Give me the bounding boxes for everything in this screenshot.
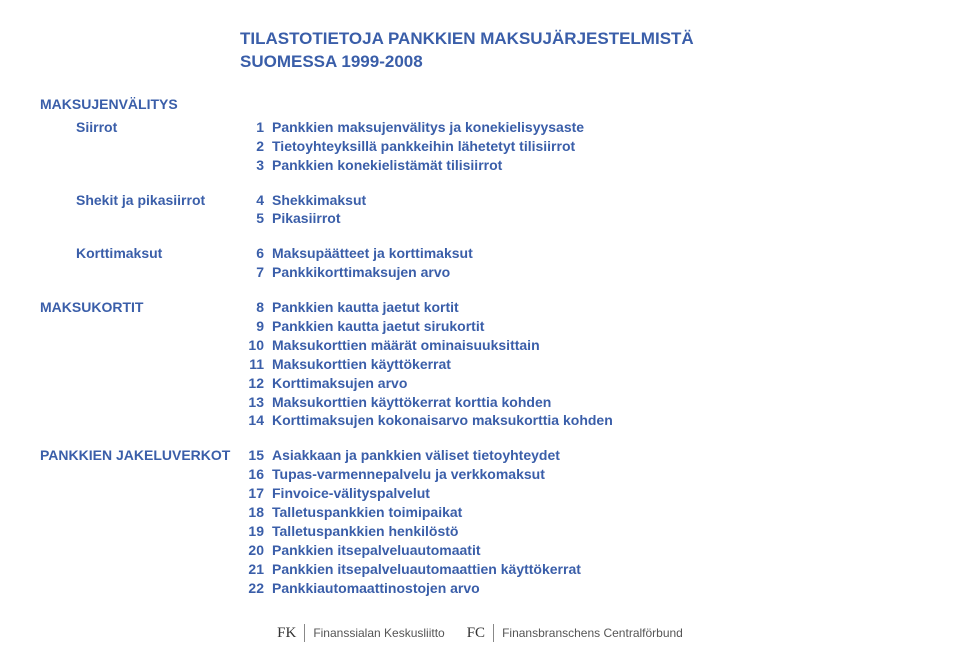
section-heading: MAKSUKORTIT xyxy=(40,298,240,317)
toc-row: 18Talletuspankkien toimipaikat xyxy=(40,503,920,522)
toc-row: Shekit ja pikasiirrot4Shekkimaksut xyxy=(40,191,920,210)
toc-description: Asiakkaan ja pankkien väliset tietoyhtey… xyxy=(272,446,560,465)
toc-group: MAKSUKORTIT8Pankkien kautta jaetut korti… xyxy=(40,298,920,430)
toc-row: 20Pankkien itsepalveluautomaatit xyxy=(40,541,920,560)
toc-number: 19 xyxy=(240,522,272,541)
toc-content: MAKSUJENVÄLITYS Siirrot1Pankkien maksujen… xyxy=(40,96,920,598)
group-label: Shekit ja pikasiirrot xyxy=(40,191,240,210)
toc-row: Siirrot1Pankkien maksujenvälitys ja kone… xyxy=(40,118,920,137)
group-label: Siirrot xyxy=(40,118,240,137)
toc-number: 21 xyxy=(240,560,272,579)
toc-description: Tupas-varmennepalvelu ja verkkomaksut xyxy=(272,465,545,484)
toc-description: Pankkien kautta jaetut kortit xyxy=(272,298,459,317)
toc-row: 21Pankkien itsepalveluautomaattien käytt… xyxy=(40,560,920,579)
toc-number: 2 xyxy=(240,137,272,156)
toc-description: Korttimaksujen arvo xyxy=(272,374,407,393)
footer-divider-2 xyxy=(493,624,494,642)
toc-number: 3 xyxy=(240,156,272,175)
toc-row: 9Pankkien kautta jaetut sirukortit xyxy=(40,317,920,336)
toc-row: 12Korttimaksujen arvo xyxy=(40,374,920,393)
toc-number: 9 xyxy=(240,317,272,336)
toc-description: Pankkien konekielistämät tilisiirrot xyxy=(272,156,502,175)
footer-fc: FC xyxy=(467,625,485,642)
toc-row: 16Tupas-varmennepalvelu ja verkkomaksut xyxy=(40,465,920,484)
toc-description: Talletuspankkien henkilöstö xyxy=(272,522,458,541)
toc-number: 14 xyxy=(240,411,272,430)
toc-number: 15 xyxy=(240,446,272,465)
toc-number: 7 xyxy=(240,263,272,282)
footer-org1: Finanssialan Keskusliitto xyxy=(313,626,444,640)
toc-description: Pankkikorttimaksujen arvo xyxy=(272,263,450,282)
footer-logo: FK Finanssialan Keskusliitto FC Finansbr… xyxy=(0,624,960,642)
toc-row: 22Pankkiautomaattinostojen arvo xyxy=(40,579,920,598)
toc-description: Pankkien itsepalveluautomaatit xyxy=(272,541,481,560)
toc-description: Pankkien itsepalveluautomaattien käyttök… xyxy=(272,560,581,579)
footer-org2: Finansbranschens Centralförbund xyxy=(502,626,683,640)
toc-description: Maksupäätteet ja korttimaksut xyxy=(272,244,473,263)
toc-number: 20 xyxy=(240,541,272,560)
footer-divider-1 xyxy=(304,624,305,642)
toc-description: Maksukorttien määrät ominaisuuksittain xyxy=(272,336,540,355)
toc-number: 5 xyxy=(240,209,272,228)
toc-description: Talletuspankkien toimipaikat xyxy=(272,503,462,522)
toc-number: 10 xyxy=(240,336,272,355)
toc-description: Finvoice-välityspalvelut xyxy=(272,484,430,503)
title-line-1: TILASTOTIETOJA PANKKIEN MAKSUJÄRJESTELMI… xyxy=(240,28,920,51)
toc-description: Maksukorttien käyttökerrat korttia kohde… xyxy=(272,393,551,412)
footer-fk: FK xyxy=(277,625,296,642)
toc-row: Korttimaksut6Maksupäätteet ja korttimaks… xyxy=(40,244,920,263)
toc-number: 13 xyxy=(240,393,272,412)
toc-number: 12 xyxy=(240,374,272,393)
toc-group: Korttimaksut6Maksupäätteet ja korttimaks… xyxy=(40,244,920,282)
toc-group: Shekit ja pikasiirrot4Shekkimaksut5Pikas… xyxy=(40,191,920,229)
toc-number: 18 xyxy=(240,503,272,522)
toc-row: 19Talletuspankkien henkilöstö xyxy=(40,522,920,541)
group-label: Korttimaksut xyxy=(40,244,240,263)
toc-number: 16 xyxy=(240,465,272,484)
toc-number: 6 xyxy=(240,244,272,263)
toc-row: PANKKIEN JAKELUVERKOT15Asiakkaan ja pank… xyxy=(40,446,920,465)
toc-description: Tietoyhteyksillä pankkeihin lähetetyt ti… xyxy=(272,137,575,156)
toc-row: 13Maksukorttien käyttökerrat korttia koh… xyxy=(40,393,920,412)
toc-row: 5Pikasiirrot xyxy=(40,209,920,228)
toc-row: 7Pankkikorttimaksujen arvo xyxy=(40,263,920,282)
document-title: TILASTOTIETOJA PANKKIEN MAKSUJÄRJESTELMI… xyxy=(240,28,920,74)
toc-description: Pikasiirrot xyxy=(272,209,340,228)
toc-row: MAKSUKORTIT8Pankkien kautta jaetut korti… xyxy=(40,298,920,317)
toc-row: 14Korttimaksujen kokonaisarvo maksukortt… xyxy=(40,411,920,430)
toc-description: Shekkimaksut xyxy=(272,191,366,210)
toc-number: 11 xyxy=(240,355,272,374)
toc-row: 17Finvoice-välityspalvelut xyxy=(40,484,920,503)
toc-description: Pankkien maksujenvälitys ja konekielisyy… xyxy=(272,118,584,137)
toc-number: 4 xyxy=(240,191,272,210)
toc-number: 8 xyxy=(240,298,272,317)
toc-group: PANKKIEN JAKELUVERKOT15Asiakkaan ja pank… xyxy=(40,446,920,597)
toc-number: 1 xyxy=(240,118,272,137)
toc-number: 17 xyxy=(240,484,272,503)
section-heading: PANKKIEN JAKELUVERKOT xyxy=(40,446,240,465)
toc-row: 2Tietoyhteyksillä pankkeihin lähetetyt t… xyxy=(40,137,920,156)
toc-description: Korttimaksujen kokonaisarvo maksukorttia… xyxy=(272,411,613,430)
toc-row: 11Maksukorttien käyttökerrat xyxy=(40,355,920,374)
toc-description: Pankkiautomaattinostojen arvo xyxy=(272,579,480,598)
toc-description: Maksukorttien käyttökerrat xyxy=(272,355,451,374)
toc-description: Pankkien kautta jaetut sirukortit xyxy=(272,317,484,336)
toc-group: Siirrot1Pankkien maksujenvälitys ja kone… xyxy=(40,118,920,175)
section-heading: MAKSUJENVÄLITYS xyxy=(40,96,920,112)
toc-number: 22 xyxy=(240,579,272,598)
toc-row: 10Maksukorttien määrät ominaisuuksittain xyxy=(40,336,920,355)
title-line-2: SUOMESSA 1999-2008 xyxy=(240,51,920,74)
toc-row: 3Pankkien konekielistämät tilisiirrot xyxy=(40,156,920,175)
